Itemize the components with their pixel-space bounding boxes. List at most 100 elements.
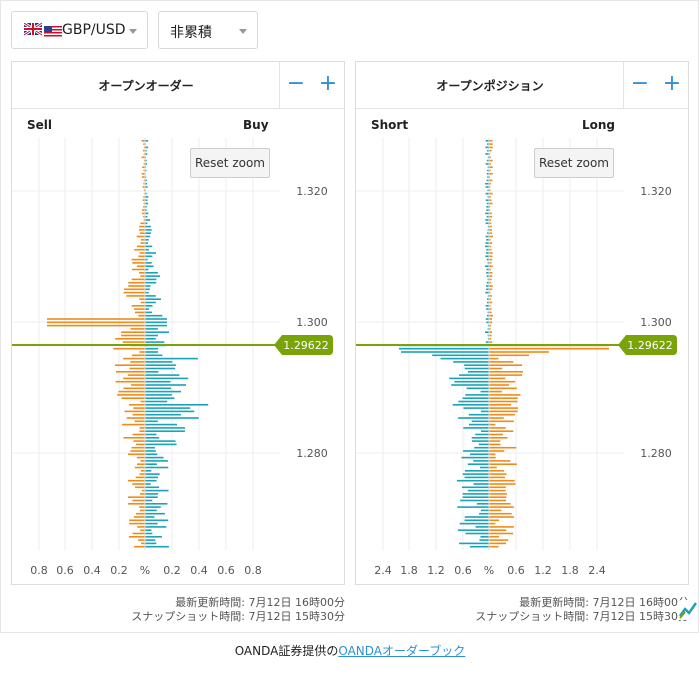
sell-bar <box>140 493 145 495</box>
buy-bar <box>489 222 492 225</box>
buy-bar <box>145 265 154 267</box>
sell-bar <box>480 410 489 413</box>
buy-bar <box>489 499 506 502</box>
sell-bar <box>487 278 489 281</box>
order-book-chart[interactable]: 1.320 1.300 1.280 0.8 0.6 0.4 0.2% 0.2 0.4 0.6 0.8… <box>12 62 346 586</box>
buy-bar <box>145 437 160 439</box>
sell-bar <box>139 298 145 300</box>
buy-bar <box>145 526 167 528</box>
sell-bar <box>463 407 489 409</box>
buy-bar <box>145 532 153 535</box>
sell-bar <box>123 357 145 360</box>
sell-bar <box>464 367 489 370</box>
sell-bar <box>143 202 145 205</box>
y-tick-label: 1.300 <box>296 316 328 329</box>
sell-bar <box>128 281 145 284</box>
sell-bar <box>144 146 145 149</box>
chart-logo-icon <box>678 600 698 620</box>
sell-bar <box>141 176 145 178</box>
sell-bar <box>121 334 145 337</box>
sell-bar <box>132 499 145 502</box>
sell-bar <box>140 242 145 244</box>
buy-bar <box>489 209 491 211</box>
buy-bar <box>145 199 148 201</box>
sell-bar <box>467 489 489 492</box>
panel-controls: − + <box>279 62 344 109</box>
sell-bar <box>134 248 145 251</box>
sell-bar <box>121 331 145 333</box>
buy-bar <box>145 499 153 502</box>
sell-bar <box>123 387 145 390</box>
x-tick-label: 0.2 <box>163 564 181 577</box>
sell-bar <box>399 347 489 350</box>
currency-pair-dropdown[interactable]: GBP/USD <box>11 11 148 49</box>
buy-bar <box>489 265 493 267</box>
buy-bar <box>145 427 185 429</box>
buy-bar <box>489 341 493 343</box>
expand-button[interactable]: + <box>318 71 338 96</box>
orderbook-link[interactable]: OANDAオーダーブック <box>338 644 466 658</box>
buy-bar <box>489 460 511 462</box>
reset-zoom-button[interactable]: Reset zoom <box>534 148 614 178</box>
buy-bar <box>145 397 175 399</box>
buy-bar <box>489 242 493 244</box>
buy-bar <box>489 305 491 307</box>
sell-bar <box>401 351 489 353</box>
sell-bar <box>143 153 145 155</box>
sell-bar <box>134 466 145 469</box>
sell-bar <box>141 489 145 492</box>
expand-button[interactable]: + <box>662 71 682 96</box>
sell-bar <box>485 305 489 307</box>
buy-bar <box>489 235 493 238</box>
buy-bar <box>489 215 493 218</box>
panel-title: オープンポジション <box>356 62 624 109</box>
buy-bar <box>489 291 491 294</box>
buy-bar <box>489 542 507 545</box>
sell-bar <box>141 239 145 241</box>
sell-bar <box>138 539 145 541</box>
buy-bar <box>489 182 492 185</box>
sell-bar <box>487 262 489 264</box>
sell-bar <box>485 245 489 248</box>
buy-bar <box>489 380 516 383</box>
collapse-button[interactable]: − <box>630 71 650 96</box>
x-tick-label: % <box>140 564 150 577</box>
sell-bar <box>140 222 145 225</box>
mode-dropdown[interactable]: 非累積 <box>158 11 258 49</box>
buy-bar <box>489 146 493 149</box>
sell-bar <box>459 542 489 545</box>
sell-bar <box>138 255 145 258</box>
buy-bar <box>145 489 169 492</box>
buy-bar <box>145 479 157 482</box>
buy-bar <box>145 288 150 291</box>
sell-bar <box>459 522 489 525</box>
buy-bar <box>489 149 492 152</box>
sell-bar <box>471 437 489 439</box>
buy-bar <box>145 367 176 370</box>
buy-bar <box>145 262 152 264</box>
sell-bar <box>141 140 145 142</box>
reset-zoom-button[interactable]: Reset zoom <box>190 148 270 178</box>
sell-bar <box>480 466 489 469</box>
position-book-chart[interactable]: 1.320 1.300 1.280 2.4 1.8 1.2 0.6% 0.6 1.2 1.8 2.4… <box>356 62 690 586</box>
buy-bar <box>489 509 502 512</box>
buy-bar <box>489 413 515 416</box>
buy-bar <box>145 417 199 419</box>
sell-bar <box>124 410 145 413</box>
sell-bar <box>116 371 145 373</box>
buy-bar <box>145 380 171 383</box>
sell-bar <box>133 516 145 518</box>
sell-bar <box>133 407 145 409</box>
collapse-button[interactable]: − <box>286 71 306 96</box>
buy-bar <box>489 466 497 469</box>
buy-bar <box>145 470 152 472</box>
sell-bar <box>140 470 145 472</box>
buy-bar <box>145 169 147 172</box>
sell-bar <box>130 384 145 386</box>
sell-bar <box>139 232 145 234</box>
sell-bar <box>135 486 145 489</box>
sell-bar <box>470 453 489 456</box>
buy-bar <box>489 384 510 386</box>
uk-flag-icon <box>23 21 62 39</box>
sell-bar <box>127 479 145 482</box>
